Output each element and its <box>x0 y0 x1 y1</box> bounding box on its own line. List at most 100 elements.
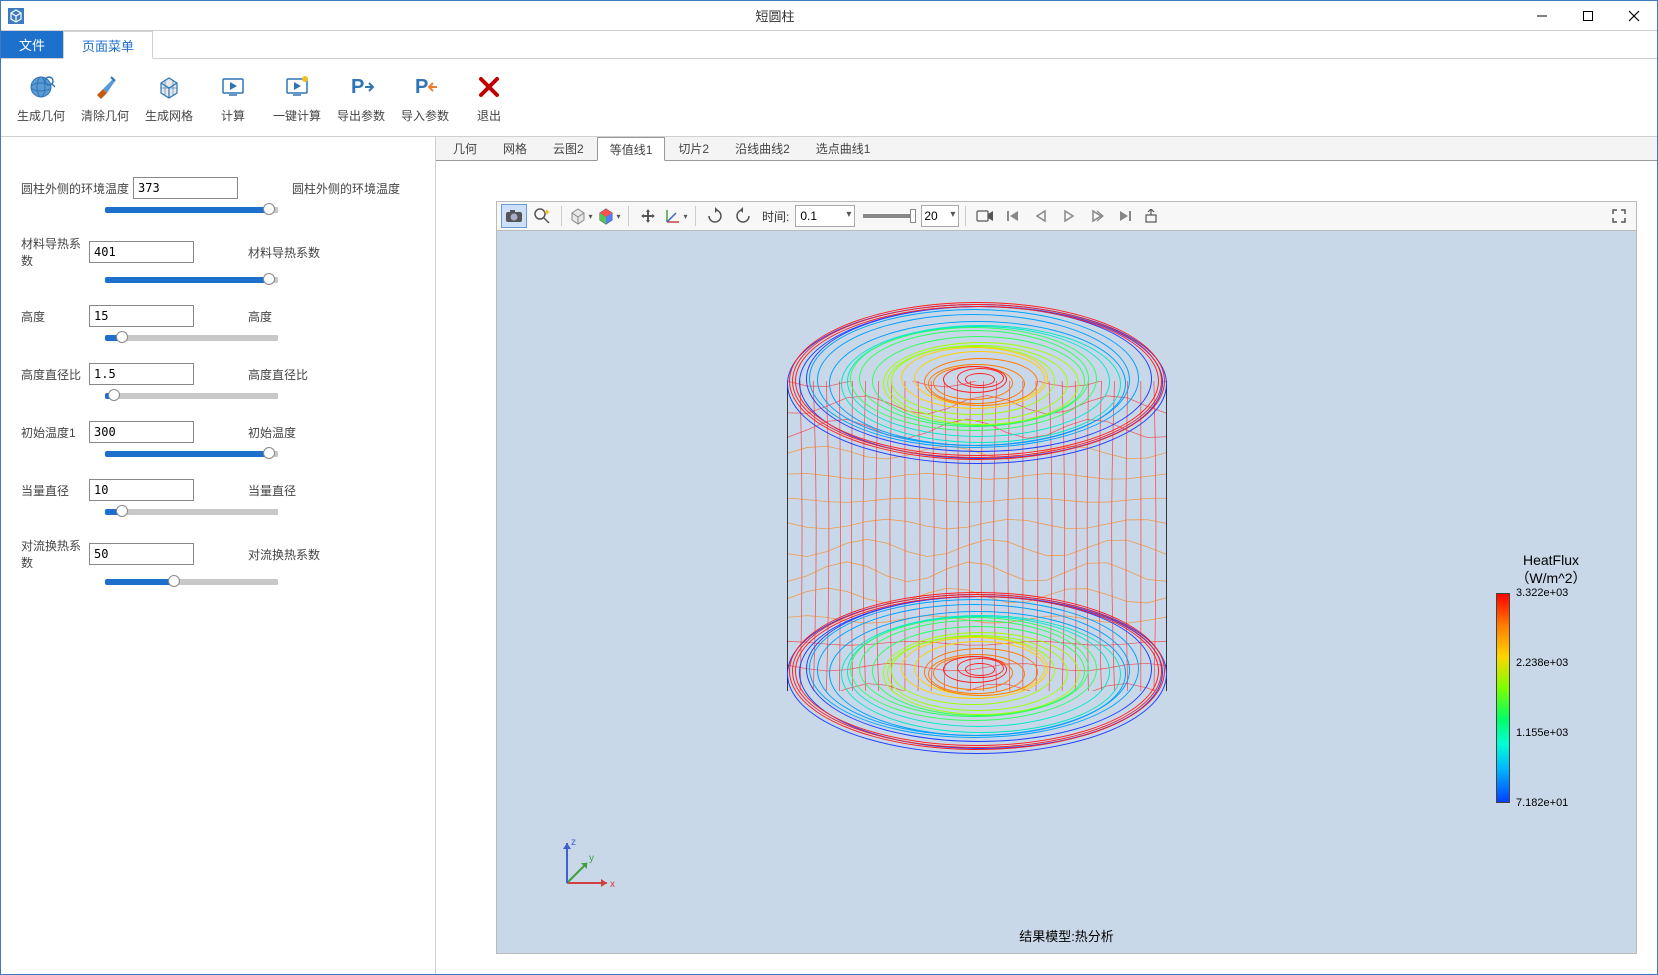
view-tab-contour1[interactable]: 等值线1 <box>597 137 666 161</box>
export-icon: P <box>345 71 377 103</box>
time-select-wrap <box>795 205 855 227</box>
camera-icon[interactable] <box>501 204 527 228</box>
record-icon[interactable] <box>972 204 998 228</box>
view-tab-pickpoint1[interactable]: 选点曲线1 <box>803 137 884 160</box>
view-toolbar: ▾ ▾ ▾ 时间: <box>496 201 1637 231</box>
param-height: 高度高度 <box>21 305 415 341</box>
param-diameter-input[interactable] <box>89 479 194 501</box>
time-label: 时间: <box>762 208 789 225</box>
time-select[interactable] <box>795 205 855 227</box>
svg-text:P: P <box>351 76 364 98</box>
window-controls <box>1519 1 1657 31</box>
ribbon-calc[interactable]: 计算 <box>201 63 265 133</box>
ribbon-clear-geom[interactable]: 清除几何 <box>73 63 137 133</box>
canvas[interactable]: x y z HeatFlux （W/m^2） <box>496 231 1637 954</box>
colorbar-tick: 3.322e+03 <box>1516 587 1568 599</box>
param-conv-coef: 对流换热系数 对流换热系数 <box>21 537 415 585</box>
param-desc: 高度 <box>248 308 272 325</box>
rotate-ccw-icon[interactable] <box>730 204 756 228</box>
view-tab-mesh[interactable]: 网格 <box>490 137 540 160</box>
param-aspect-input[interactable] <box>89 363 194 385</box>
param-desc: 高度直径比 <box>248 366 308 383</box>
param-aspect-slider[interactable] <box>105 393 278 399</box>
cylinder-bottom-face <box>787 591 1167 751</box>
svg-text:x: x <box>610 879 615 890</box>
param-desc: 材料导热系数 <box>248 244 320 261</box>
level-input[interactable] <box>921 205 959 227</box>
contour-visualization <box>767 291 1187 771</box>
svg-text:y: y <box>589 853 594 864</box>
param-conv-coef-input[interactable] <box>89 543 194 565</box>
main-area: 圆柱外侧的环境温度圆柱外侧的环境温度材料导热系数材料导热系数高度高度高度直径比 高… <box>1 137 1657 974</box>
param-label: 圆柱外侧的环境温度 <box>21 180 133 197</box>
ribbon-exit[interactable]: 退出 <box>457 63 521 133</box>
param-conductivity-slider[interactable] <box>105 277 278 283</box>
maximize-button[interactable] <box>1565 1 1611 31</box>
ribbon-label: 导入参数 <box>401 107 449 124</box>
app-icon <box>1 1 31 31</box>
ribbon-label: 计算 <box>221 107 245 124</box>
param-init-temp: 初始温度1 初始温度 <box>21 421 415 457</box>
ribbon-import[interactable]: P导入参数 <box>393 63 457 133</box>
param-init-temp-slider[interactable] <box>105 451 278 457</box>
gen-mesh-icon <box>153 71 185 103</box>
param-conv-coef-slider[interactable] <box>105 579 278 585</box>
param-label: 初始温度1 <box>21 424 89 441</box>
param-conductivity: 材料导热系数材料导热系数 <box>21 235 415 283</box>
pan-icon[interactable] <box>635 204 661 228</box>
axis-toggle-icon[interactable]: ▾ <box>663 204 689 228</box>
view-tab-slice2[interactable]: 切片2 <box>665 137 722 160</box>
parameters-panel: 圆柱外侧的环境温度圆柱外侧的环境温度材料导热系数材料导热系数高度高度高度直径比 高… <box>1 137 436 974</box>
colorbar-tick: 1.155e+03 <box>1516 727 1568 739</box>
param-conductivity-input[interactable] <box>89 241 194 263</box>
param-env-temp-slider[interactable] <box>105 207 278 213</box>
level-select-wrap <box>921 205 959 227</box>
param-desc: 当量直径 <box>248 482 296 499</box>
close-button[interactable] <box>1611 1 1657 31</box>
first-frame-icon[interactable] <box>1000 204 1026 228</box>
colorbar: HeatFlux （W/m^2） 3.322e+03 2.238e+03 1.155… <box>1496 551 1606 803</box>
param-env-temp: 圆柱外侧的环境温度圆柱外侧的环境温度 <box>21 177 415 213</box>
view-tab-alongline2[interactable]: 沿线曲线2 <box>722 137 803 160</box>
ribbon-gen-mesh[interactable]: 生成网格 <box>137 63 201 133</box>
param-desc: 对流换热系数 <box>248 546 320 563</box>
ribbon-gen-geom[interactable]: 生成几何 <box>9 63 73 133</box>
ribbon-export[interactable]: P导出参数 <box>329 63 393 133</box>
colorbar-title: HeatFlux （W/m^2） <box>1496 551 1606 587</box>
param-init-temp-input[interactable] <box>89 421 194 443</box>
viewport-wrap: ▾ ▾ ▾ 时间: <box>436 161 1657 974</box>
param-height-input[interactable] <box>89 305 194 327</box>
menu-tab-file[interactable]: 文件 <box>1 31 63 58</box>
ribbon-one-calc[interactable]: 一键计算 <box>265 63 329 133</box>
color-cube-icon[interactable]: ▾ <box>596 204 622 228</box>
time-slider[interactable] <box>863 214 913 218</box>
clear-geom-icon <box>89 71 121 103</box>
param-diameter-slider[interactable] <box>105 509 278 515</box>
export-frame-icon[interactable] <box>1140 204 1166 228</box>
menu-tabs: 文件 页面菜单 <box>1 31 1657 59</box>
axis-triad: x y z <box>557 833 617 893</box>
play-icon[interactable] <box>1056 204 1082 228</box>
menu-tab-page[interactable]: 页面菜单 <box>63 31 153 59</box>
render-mode-icon[interactable]: ▾ <box>568 204 594 228</box>
view-tab-cloud2[interactable]: 云图2 <box>540 137 597 160</box>
rotate-cw-icon[interactable] <box>702 204 728 228</box>
prev-frame-icon[interactable] <box>1028 204 1054 228</box>
minimize-button[interactable] <box>1519 1 1565 31</box>
colorbar-tick: 2.238e+03 <box>1516 657 1568 669</box>
param-height-slider[interactable] <box>105 335 278 341</box>
zoom-spark-icon[interactable] <box>529 204 555 228</box>
svg-text:z: z <box>571 837 576 848</box>
fullscreen-icon[interactable] <box>1606 204 1632 228</box>
result-model-label: 结果模型:热分析 <box>1019 926 1114 945</box>
colorbar-tick: 7.182e+01 <box>1516 797 1568 809</box>
param-env-temp-input[interactable] <box>133 177 238 199</box>
ribbon-label: 一键计算 <box>273 107 321 124</box>
view-tab-geom[interactable]: 几何 <box>440 137 490 160</box>
ribbon-label: 生成几何 <box>17 107 65 124</box>
param-desc: 初始温度 <box>248 424 296 441</box>
viewport-area: 几何网格云图2等值线1切片2沿线曲线2选点曲线1 ▾ ▾ ▾ 时间: <box>436 137 1657 974</box>
next-frame-icon[interactable] <box>1084 204 1110 228</box>
last-frame-icon[interactable] <box>1112 204 1138 228</box>
param-label: 对流换热系数 <box>21 537 89 571</box>
